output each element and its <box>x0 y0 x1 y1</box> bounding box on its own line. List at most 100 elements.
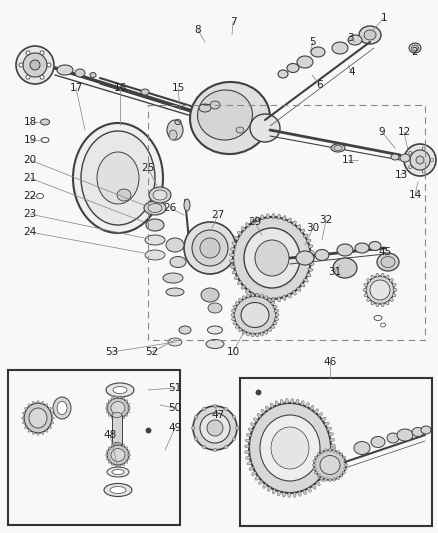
Text: 22: 22 <box>23 191 36 201</box>
Text: 17: 17 <box>69 83 82 93</box>
Ellipse shape <box>275 401 278 406</box>
Ellipse shape <box>246 332 249 336</box>
Ellipse shape <box>295 251 313 265</box>
Ellipse shape <box>265 406 268 410</box>
Ellipse shape <box>264 296 267 300</box>
Ellipse shape <box>292 290 296 295</box>
Ellipse shape <box>184 222 236 274</box>
Ellipse shape <box>311 484 315 489</box>
Ellipse shape <box>271 297 274 302</box>
Ellipse shape <box>285 399 288 403</box>
Ellipse shape <box>311 464 315 466</box>
Ellipse shape <box>420 426 430 434</box>
Ellipse shape <box>238 298 241 302</box>
Ellipse shape <box>122 416 124 419</box>
Ellipse shape <box>305 239 310 243</box>
Ellipse shape <box>240 227 245 231</box>
Ellipse shape <box>25 426 27 429</box>
Ellipse shape <box>282 216 285 221</box>
Ellipse shape <box>200 238 219 258</box>
Ellipse shape <box>122 444 124 447</box>
Ellipse shape <box>375 273 378 277</box>
Ellipse shape <box>42 432 44 435</box>
Ellipse shape <box>111 397 113 400</box>
Ellipse shape <box>315 481 319 486</box>
Ellipse shape <box>230 313 234 317</box>
Text: 1: 1 <box>380 13 386 23</box>
Ellipse shape <box>307 268 312 271</box>
Ellipse shape <box>115 395 117 399</box>
Ellipse shape <box>112 470 124 474</box>
Ellipse shape <box>297 491 300 496</box>
Ellipse shape <box>236 127 244 133</box>
Text: 23: 23 <box>23 209 36 219</box>
Ellipse shape <box>300 401 304 406</box>
Ellipse shape <box>229 260 234 262</box>
Ellipse shape <box>386 433 398 443</box>
Ellipse shape <box>240 285 245 289</box>
Ellipse shape <box>326 427 331 431</box>
Ellipse shape <box>255 293 258 297</box>
Ellipse shape <box>108 400 111 402</box>
Ellipse shape <box>385 301 388 305</box>
Ellipse shape <box>247 428 252 431</box>
Text: 29: 29 <box>248 217 261 227</box>
Ellipse shape <box>162 273 183 283</box>
Ellipse shape <box>170 256 186 268</box>
Ellipse shape <box>153 190 166 200</box>
Ellipse shape <box>380 303 383 307</box>
Ellipse shape <box>292 221 296 225</box>
Ellipse shape <box>141 89 148 95</box>
Ellipse shape <box>305 403 308 407</box>
Ellipse shape <box>245 223 249 227</box>
Ellipse shape <box>329 438 334 441</box>
Ellipse shape <box>270 302 274 305</box>
Text: 2: 2 <box>411 47 417 57</box>
Ellipse shape <box>29 408 47 428</box>
Ellipse shape <box>248 403 330 493</box>
Ellipse shape <box>22 412 25 414</box>
Ellipse shape <box>233 305 236 309</box>
Ellipse shape <box>200 413 230 443</box>
Ellipse shape <box>310 406 313 410</box>
Ellipse shape <box>320 450 323 454</box>
Ellipse shape <box>40 119 49 125</box>
Ellipse shape <box>254 240 288 276</box>
Ellipse shape <box>166 288 184 296</box>
Ellipse shape <box>190 82 269 154</box>
Ellipse shape <box>28 403 30 406</box>
Ellipse shape <box>287 293 290 298</box>
Ellipse shape <box>235 302 239 305</box>
Ellipse shape <box>409 150 429 170</box>
Ellipse shape <box>421 147 424 150</box>
Ellipse shape <box>107 398 129 418</box>
Ellipse shape <box>296 287 300 292</box>
Text: 4: 4 <box>348 67 354 77</box>
Ellipse shape <box>408 166 411 168</box>
Ellipse shape <box>282 492 285 497</box>
Ellipse shape <box>245 456 250 459</box>
Ellipse shape <box>238 328 241 332</box>
Ellipse shape <box>375 303 378 307</box>
Ellipse shape <box>328 433 333 436</box>
Ellipse shape <box>51 412 53 414</box>
Ellipse shape <box>242 330 245 334</box>
Ellipse shape <box>127 450 130 453</box>
Ellipse shape <box>303 234 307 238</box>
Ellipse shape <box>40 75 44 79</box>
Ellipse shape <box>30 60 40 70</box>
Ellipse shape <box>262 484 266 488</box>
Ellipse shape <box>201 288 219 302</box>
Ellipse shape <box>269 403 273 408</box>
Ellipse shape <box>328 448 331 452</box>
Ellipse shape <box>279 399 283 405</box>
Text: 53: 53 <box>105 347 118 357</box>
Ellipse shape <box>201 446 205 449</box>
Ellipse shape <box>250 292 253 297</box>
Ellipse shape <box>389 298 392 301</box>
Ellipse shape <box>391 284 395 286</box>
Ellipse shape <box>380 273 383 277</box>
Ellipse shape <box>21 417 25 419</box>
Ellipse shape <box>260 409 264 414</box>
Ellipse shape <box>233 217 310 299</box>
